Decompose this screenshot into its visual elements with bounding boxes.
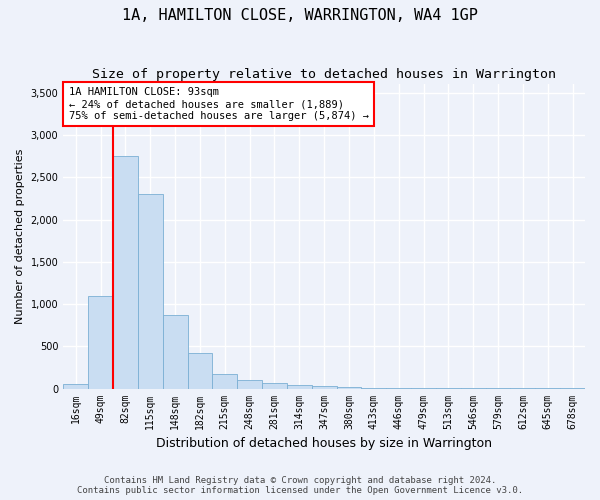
Bar xyxy=(138,194,163,388)
Y-axis label: Number of detached properties: Number of detached properties xyxy=(15,149,25,324)
Text: 1A, HAMILTON CLOSE, WARRINGTON, WA4 1GP: 1A, HAMILTON CLOSE, WARRINGTON, WA4 1GP xyxy=(122,8,478,22)
Title: Size of property relative to detached houses in Warrington: Size of property relative to detached ho… xyxy=(92,68,556,80)
Bar xyxy=(287,385,312,388)
Text: Contains HM Land Registry data © Crown copyright and database right 2024.
Contai: Contains HM Land Registry data © Crown c… xyxy=(77,476,523,495)
Bar xyxy=(237,380,262,388)
Bar xyxy=(88,296,113,388)
Text: 1A HAMILTON CLOSE: 93sqm
← 24% of detached houses are smaller (1,889)
75% of sem: 1A HAMILTON CLOSE: 93sqm ← 24% of detach… xyxy=(68,88,368,120)
Bar xyxy=(212,374,237,388)
Bar xyxy=(63,384,88,388)
Bar xyxy=(163,314,188,388)
X-axis label: Distribution of detached houses by size in Warrington: Distribution of detached houses by size … xyxy=(156,437,492,450)
Bar xyxy=(113,156,138,388)
Bar xyxy=(262,383,287,388)
Bar xyxy=(312,386,337,388)
Bar xyxy=(188,353,212,388)
